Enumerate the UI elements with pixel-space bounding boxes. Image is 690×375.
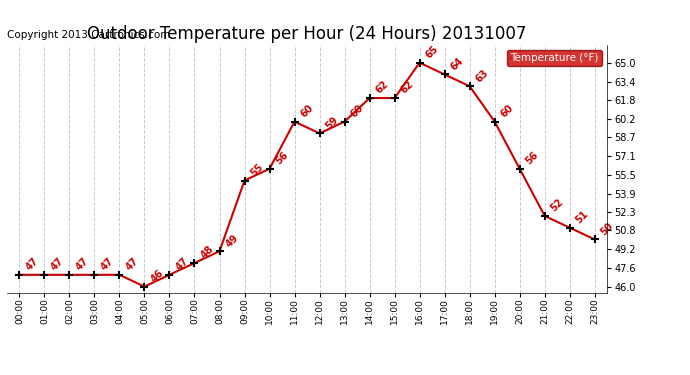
Text: 50: 50	[599, 220, 615, 237]
Text: 65: 65	[424, 44, 440, 60]
Text: Copyright 2013 Cartronics.com: Copyright 2013 Cartronics.com	[7, 30, 170, 40]
Text: 56: 56	[524, 150, 540, 166]
Text: 60: 60	[348, 103, 365, 120]
Text: 64: 64	[448, 56, 465, 72]
Text: 60: 60	[299, 103, 315, 120]
Text: 47: 47	[124, 256, 140, 273]
Text: 56: 56	[274, 150, 290, 166]
Text: 62: 62	[399, 79, 415, 96]
Text: 52: 52	[549, 197, 565, 214]
Text: 47: 47	[99, 256, 115, 273]
Text: 46: 46	[148, 268, 165, 285]
Text: 51: 51	[574, 209, 591, 225]
Text: 47: 47	[23, 256, 40, 273]
Legend: Temperature (°F): Temperature (°F)	[507, 50, 602, 66]
Text: 47: 47	[74, 256, 90, 273]
Title: Outdoor Temperature per Hour (24 Hours) 20131007: Outdoor Temperature per Hour (24 Hours) …	[88, 26, 526, 44]
Text: 47: 47	[174, 256, 190, 273]
Text: 63: 63	[474, 68, 491, 84]
Text: 60: 60	[499, 103, 515, 120]
Text: 62: 62	[374, 79, 391, 96]
Text: 59: 59	[324, 115, 340, 131]
Text: 47: 47	[48, 256, 65, 273]
Text: 55: 55	[248, 162, 265, 178]
Text: 49: 49	[224, 232, 240, 249]
Text: 48: 48	[199, 244, 215, 261]
